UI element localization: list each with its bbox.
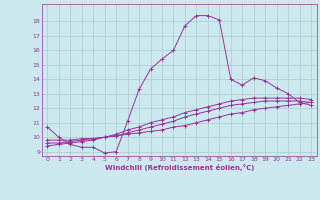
- X-axis label: Windchill (Refroidissement éolien,°C): Windchill (Refroidissement éolien,°C): [105, 164, 254, 171]
